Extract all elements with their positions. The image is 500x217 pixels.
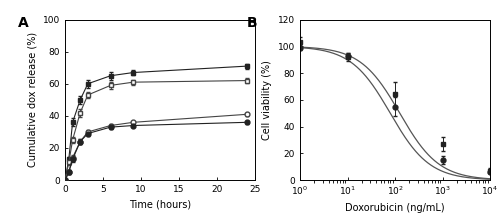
- X-axis label: Doxorubicin (ng/mL): Doxorubicin (ng/mL): [345, 203, 445, 213]
- Text: A: A: [18, 16, 28, 30]
- X-axis label: Time (hours): Time (hours): [129, 199, 191, 210]
- Text: B: B: [247, 16, 258, 30]
- Y-axis label: Cumulative dox release (%): Cumulative dox release (%): [28, 32, 38, 167]
- Y-axis label: Cell viability (%): Cell viability (%): [262, 60, 272, 140]
